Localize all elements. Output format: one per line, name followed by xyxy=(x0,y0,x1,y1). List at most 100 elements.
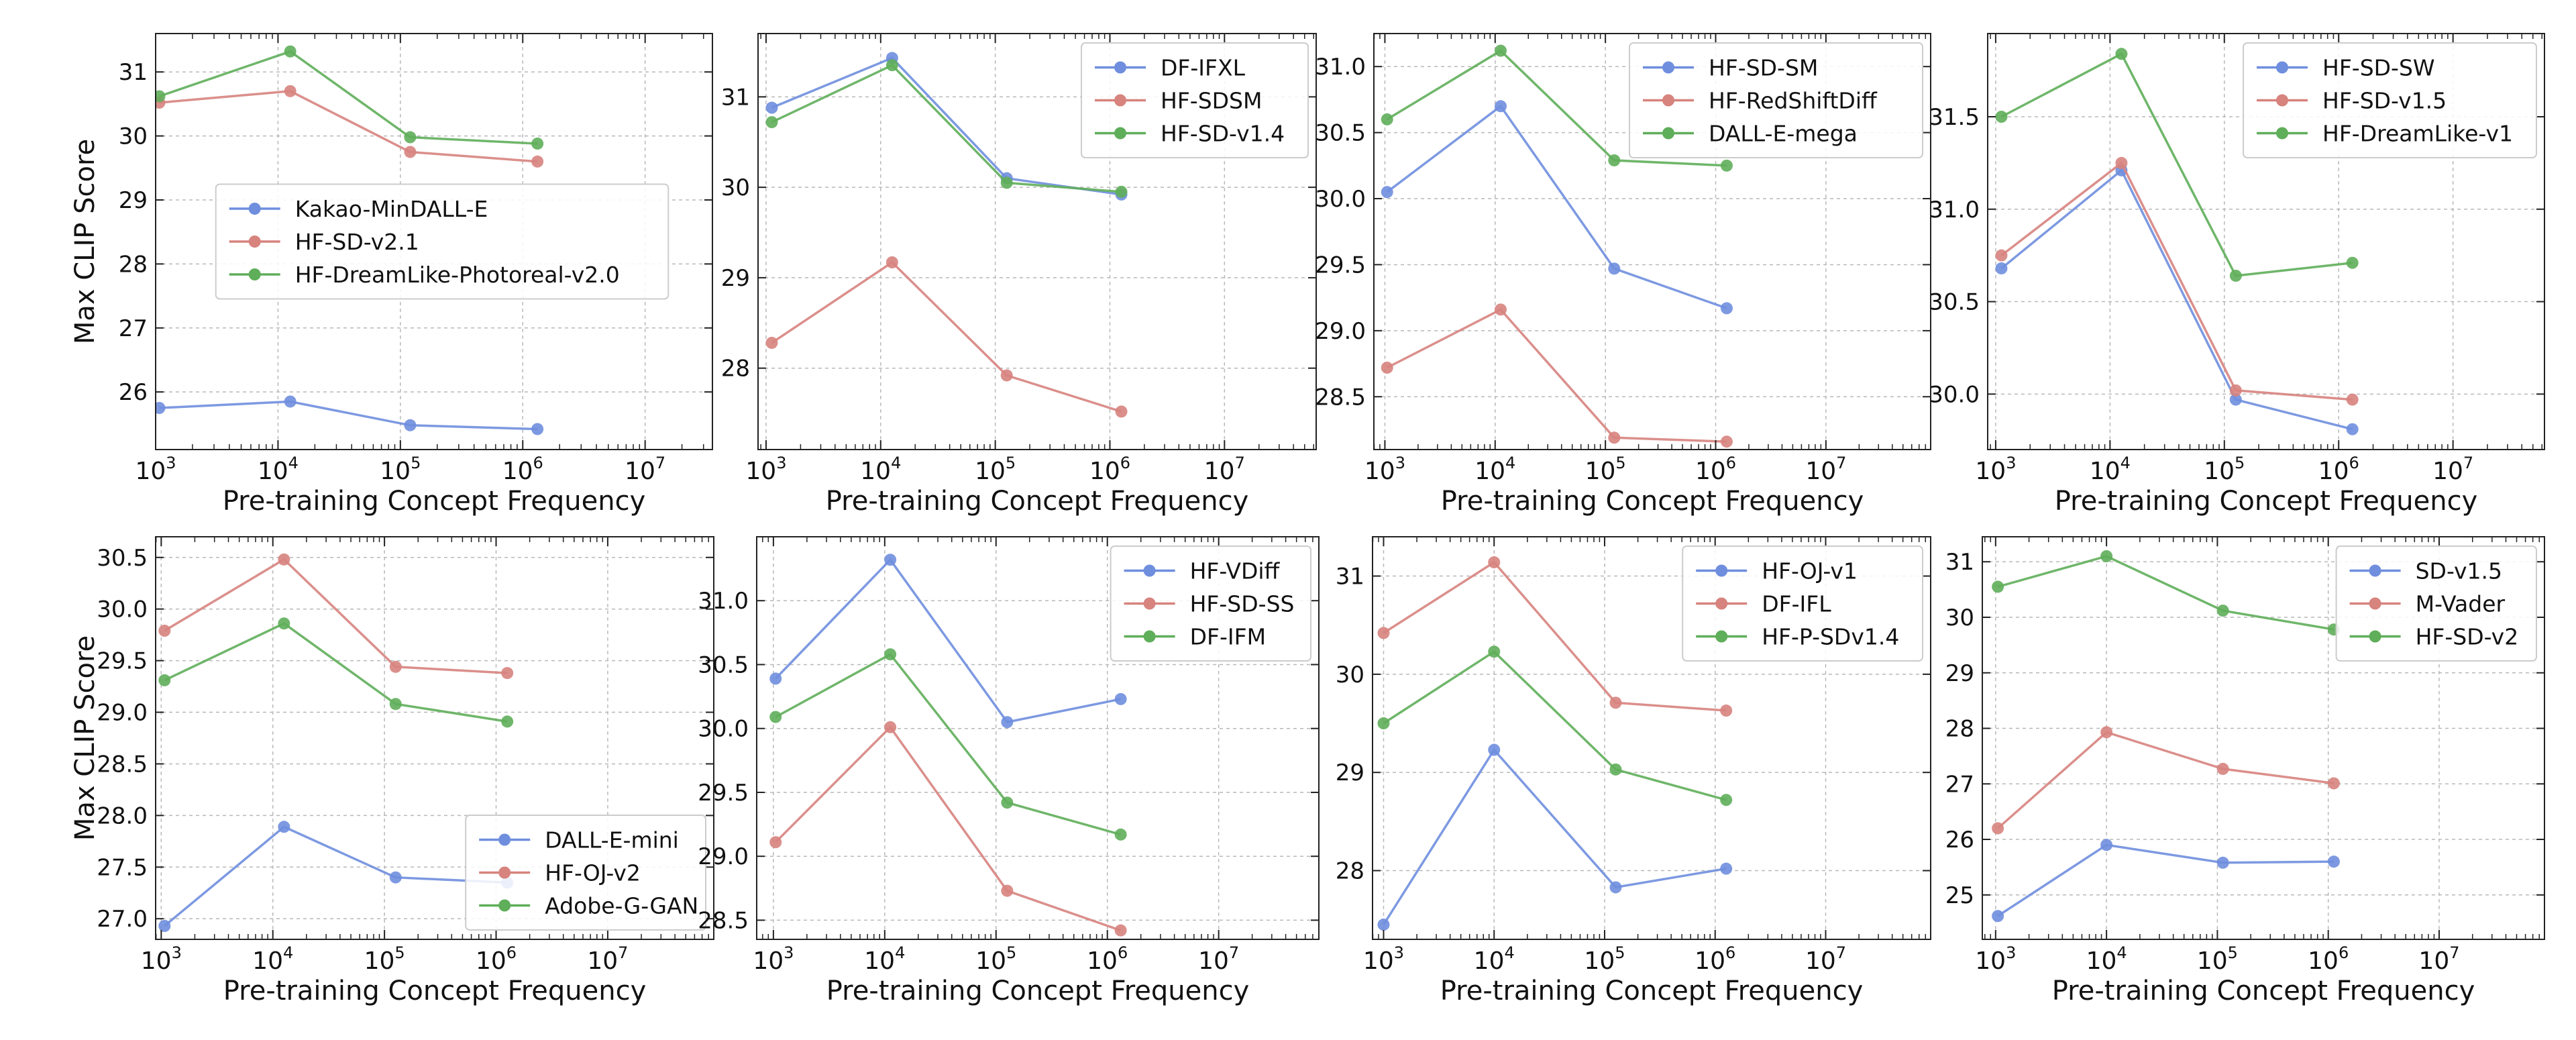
data-point xyxy=(2100,550,2113,562)
legend-marker xyxy=(2276,94,2288,107)
series-line xyxy=(1996,731,2334,829)
x-axis-label: Pre-training Concept Frequency xyxy=(826,976,1250,1006)
data-point xyxy=(2346,256,2359,269)
x-tick-label: 107 xyxy=(1204,454,1245,485)
data-point xyxy=(1001,796,1014,809)
legend-marker xyxy=(2369,564,2381,577)
y-tick-label: 26 xyxy=(1945,827,1974,853)
legend: Kakao-MinDALL-E HF-SD-v2.1 HF-DreamLike-Ph… xyxy=(215,183,669,300)
data-point xyxy=(1992,822,2004,835)
y-tick-label: 28.0 xyxy=(97,802,148,829)
legend-item: M-Vader xyxy=(2349,591,2506,617)
y-tick-label: 27 xyxy=(1945,771,1974,798)
x-tick-label: 105 xyxy=(1584,943,1625,975)
series-line xyxy=(774,558,1121,724)
data-point xyxy=(404,419,417,431)
data-point xyxy=(1377,627,1390,639)
legend-box xyxy=(1682,545,1923,662)
axes-frame xyxy=(155,536,714,940)
data-point xyxy=(2115,156,2128,169)
data-point xyxy=(1114,828,1127,841)
legend-box xyxy=(215,183,669,300)
y-tick-label: 30 xyxy=(1336,662,1364,688)
x-axis-label: Pre-training Concept Frequency xyxy=(1441,486,1864,517)
series-line xyxy=(771,260,1122,413)
data-point xyxy=(1995,111,2008,123)
legend: SD-v1.5 M-Vader HF-SD-v2 xyxy=(2335,545,2538,662)
x-tick-label: 105 xyxy=(2204,454,2245,485)
y-tick-label: 28.5 xyxy=(698,907,749,934)
legend-box xyxy=(465,815,706,931)
y-tick-label: 27.5 xyxy=(97,854,148,881)
series-line xyxy=(774,725,1122,932)
x-axis-label: Pre-training Concept Frequency xyxy=(826,486,1249,517)
data-point xyxy=(2327,777,2340,790)
data-point xyxy=(1115,185,1128,198)
y-tick-label: 31.0 xyxy=(698,588,749,615)
y-tick-label: 29 xyxy=(1336,760,1364,786)
legend-item: DF-IFM xyxy=(1124,624,1266,650)
y-tick-label: 30.0 xyxy=(698,716,749,743)
legend-label: DALL-E-mini xyxy=(545,827,679,853)
data-point xyxy=(1992,910,2004,923)
series-line xyxy=(2000,52,2353,277)
y-tick-label: 28 xyxy=(119,251,148,278)
legend-item: HF-SD-v2 xyxy=(2349,624,2519,650)
data-point xyxy=(2216,605,2229,617)
legend-marker xyxy=(498,866,511,879)
x-tick-label: 106 xyxy=(2318,454,2359,485)
legend-label: HF-VDiff xyxy=(1190,558,1281,584)
series-Adobe-G-GAN xyxy=(158,617,514,728)
legend-item: Adobe-G-GAN xyxy=(479,893,698,919)
legend-label: HF-DreamLike-v1 xyxy=(2322,121,2513,147)
legend-item: HF-P-SDv1.4 xyxy=(1696,624,1899,650)
data-point xyxy=(769,672,782,685)
y-tick-label: 30.0 xyxy=(1929,381,1980,408)
data-point xyxy=(2100,839,2113,851)
legend-marker xyxy=(1114,94,1126,107)
x-tick-label: 107 xyxy=(1805,454,1846,485)
y-tick-label: 29.0 xyxy=(97,700,148,727)
x-tick-label: 107 xyxy=(587,943,628,975)
series-DALL-E-mini xyxy=(158,821,514,932)
data-point xyxy=(1381,186,1393,199)
legend-item: HF-OJ-v2 xyxy=(479,860,641,886)
series-line xyxy=(159,400,538,431)
series-DALL-E-mega xyxy=(1381,44,1733,172)
x-tick-label: 103 xyxy=(1364,454,1405,485)
x-tick-label: 107 xyxy=(625,454,665,485)
series-SD-v1.5 xyxy=(1992,839,2340,923)
legend-label: HF-SD-v2 xyxy=(2416,624,2519,650)
legend-label: DF-IFXL xyxy=(1161,55,1246,81)
series-line xyxy=(164,622,508,723)
legend-item: DALL-E-mega xyxy=(1643,121,1858,147)
data-point xyxy=(2346,393,2359,406)
legend-label: Adobe-G-GAN xyxy=(545,893,698,919)
legend-marker xyxy=(1662,61,1674,74)
legend: HF-VDiff HF-SD-SS DF-IFM xyxy=(1110,545,1311,662)
data-point xyxy=(278,617,290,630)
data-point xyxy=(1495,303,1507,316)
y-tick-label: 29.5 xyxy=(698,780,749,807)
data-point xyxy=(2100,726,2113,739)
data-point xyxy=(1608,262,1621,275)
y-tick-label: 30 xyxy=(1945,605,1974,631)
y-tick-label: 29.5 xyxy=(1315,252,1366,278)
data-point xyxy=(769,836,782,849)
data-point xyxy=(1495,100,1507,113)
legend-marker xyxy=(1715,630,1728,643)
y-tick-label: 27 xyxy=(119,315,148,342)
data-point xyxy=(389,660,402,673)
x-tick-label: 103 xyxy=(753,943,794,975)
legend-marker xyxy=(1143,564,1156,577)
y-tick-label: 30 xyxy=(119,123,148,150)
legend: HF-OJ-v1 DF-IFL HF-P-SDv1.4 xyxy=(1682,545,1923,662)
data-point xyxy=(884,648,897,661)
y-axis-label: Max CLIP Score xyxy=(70,635,101,841)
series-line xyxy=(1386,104,1727,310)
data-point xyxy=(1377,717,1390,730)
legend-label: Kakao-MinDALL-E xyxy=(295,196,488,222)
y-tick-label: 29.0 xyxy=(698,843,749,870)
legend-label: DF-IFL xyxy=(1762,591,1831,617)
data-point xyxy=(278,553,290,566)
